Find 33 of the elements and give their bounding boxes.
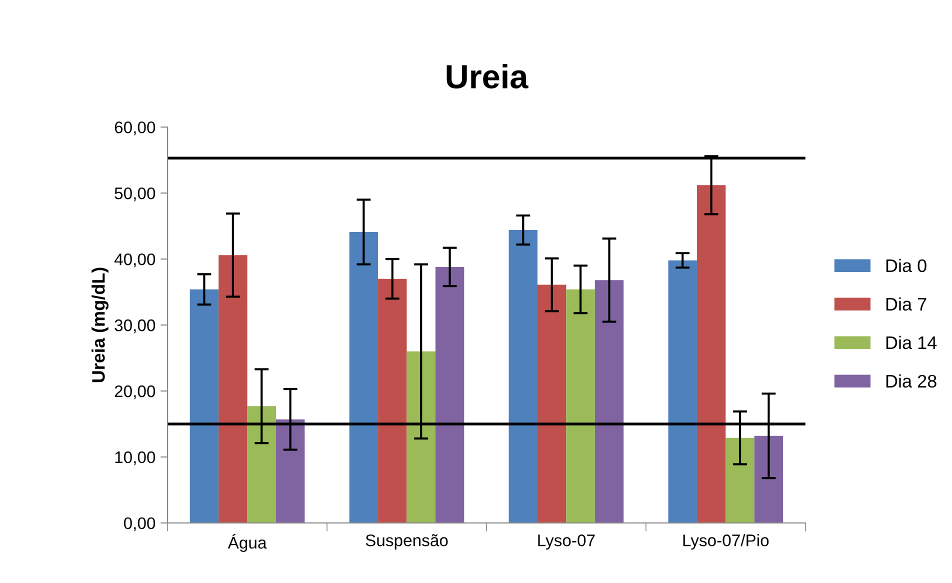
- bar: [378, 278, 407, 523]
- bar: [508, 230, 538, 523]
- x-tick-label: Suspensão: [366, 534, 448, 550]
- legend-label: Dia 0: [886, 258, 926, 272]
- y-tick-label: 20,00: [114, 385, 156, 400]
- legend-label: Dia 14: [886, 336, 937, 350]
- bar: [668, 260, 697, 523]
- y-axis-title: Ureia (mg/dL): [92, 268, 108, 382]
- y-tick-label: 0,00: [124, 517, 156, 532]
- bar: [349, 232, 378, 523]
- bar: [696, 185, 726, 523]
- bar: [754, 436, 784, 523]
- legend-label: Dia 28: [886, 374, 936, 388]
- bar: [594, 280, 624, 523]
- bar: [406, 351, 436, 523]
- bar: [538, 284, 566, 523]
- bar: [566, 289, 595, 523]
- bar: [726, 438, 754, 523]
- bar: [247, 406, 276, 523]
- chart-title: Ureia: [446, 64, 528, 89]
- y-tick-label: 10,00: [115, 451, 156, 466]
- y-tick-label: 40,00: [114, 253, 156, 268]
- y-tick-label: 30,00: [114, 319, 156, 334]
- x-tick-label: Água: [228, 534, 267, 552]
- x-tick-label: Lyso-07/Pio: [683, 534, 769, 550]
- bar: [218, 255, 248, 523]
- x-tick-label: Lyso-07: [538, 534, 595, 550]
- y-tick-label: 50,00: [114, 187, 156, 202]
- bar: [276, 419, 305, 523]
- bar: [190, 289, 219, 523]
- legend-label: Dia 7: [886, 297, 926, 311]
- bar: [435, 266, 464, 523]
- y-tick-label: 60,00: [114, 121, 156, 136]
